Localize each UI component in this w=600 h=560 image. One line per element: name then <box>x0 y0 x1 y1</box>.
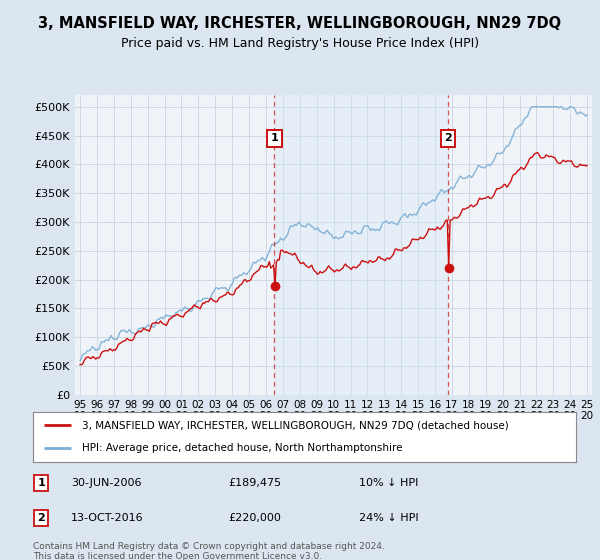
Text: 30-JUN-2006: 30-JUN-2006 <box>71 478 142 488</box>
Text: £220,000: £220,000 <box>229 513 281 523</box>
Text: 1: 1 <box>271 133 278 143</box>
Text: 3, MANSFIELD WAY, IRCHESTER, WELLINGBOROUGH, NN29 7DQ: 3, MANSFIELD WAY, IRCHESTER, WELLINGBORO… <box>38 16 562 31</box>
Bar <box>274 95 448 395</box>
Text: 2: 2 <box>445 133 452 143</box>
Text: £189,475: £189,475 <box>229 478 281 488</box>
Text: Contains HM Land Registry data © Crown copyright and database right 2024.
This d: Contains HM Land Registry data © Crown c… <box>33 542 385 560</box>
Text: HPI: Average price, detached house, North Northamptonshire: HPI: Average price, detached house, Nort… <box>82 444 403 454</box>
Text: 10% ↓ HPI: 10% ↓ HPI <box>359 478 418 488</box>
Text: 2: 2 <box>37 513 45 523</box>
Text: Price paid vs. HM Land Registry's House Price Index (HPI): Price paid vs. HM Land Registry's House … <box>121 37 479 50</box>
Text: 24% ↓ HPI: 24% ↓ HPI <box>359 513 418 523</box>
Text: 1: 1 <box>37 478 45 488</box>
Text: 3, MANSFIELD WAY, IRCHESTER, WELLINGBOROUGH, NN29 7DQ (detached house): 3, MANSFIELD WAY, IRCHESTER, WELLINGBORO… <box>82 420 509 430</box>
Text: 13-OCT-2016: 13-OCT-2016 <box>71 513 143 523</box>
